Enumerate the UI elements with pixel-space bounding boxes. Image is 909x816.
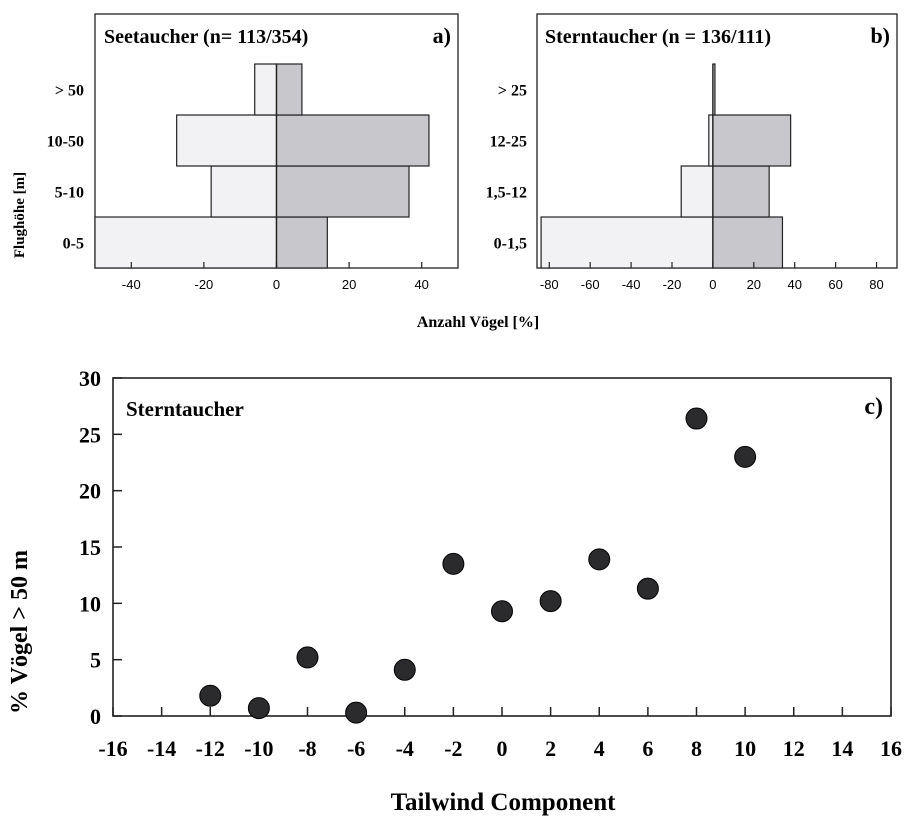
b-category-label: 12-25	[490, 134, 527, 151]
b-x-tick-label: 0	[709, 277, 716, 292]
c-x-tick-label: 0	[497, 736, 508, 761]
panel-c-y-axis-label: % Vögel > 50 m	[7, 550, 33, 714]
c-data-point	[345, 701, 368, 724]
a-bar-right-1	[275, 165, 410, 218]
c-x-tick-label: -16	[98, 736, 127, 761]
a-bar-left-3	[254, 63, 278, 116]
b-x-tick-label: -80	[540, 277, 559, 292]
b-x-tick-label: 80	[869, 277, 883, 292]
c-data-point	[491, 600, 513, 623]
c-x-tick-label: 16	[880, 736, 902, 761]
a-x-tick-label: -20	[195, 277, 214, 292]
c-x-tick-label: 12	[783, 736, 805, 761]
b-x-tick-label: -60	[581, 277, 600, 292]
b-bar-right-0	[712, 216, 784, 269]
panel-c-label: c)	[864, 394, 883, 420]
c-y-tick-label: 30	[79, 366, 101, 391]
a-category-label: 0-5	[63, 236, 84, 253]
panel-b-sterntaucher: -80 -60 -40 -20 0 20 40 60 80 0-1,5 1,5-12 12-25 > …	[486, 13, 898, 292]
b-x-tick-label: -20	[663, 277, 682, 292]
c-x-tick-label: 10	[734, 736, 756, 761]
c-y-tick-label: 10	[79, 591, 101, 616]
a-category-label: > 50	[55, 83, 84, 100]
panel-c-title: Sterntaucher	[126, 397, 244, 421]
c-y-tick-label: 25	[79, 422, 101, 447]
panel-a-title: Seetaucher (n= 113/354)	[104, 26, 308, 48]
c-x-tick-label: -12	[196, 736, 225, 761]
b-x-tick-label: 40	[787, 277, 801, 292]
shared-y-axis-label: Flughöhe [m]	[12, 172, 28, 258]
a-x-tick-label: -40	[122, 277, 141, 292]
a-x-tick-label: 0	[273, 277, 280, 292]
a-category-label: 10-50	[47, 134, 84, 151]
c-x-tick-label: -6	[347, 736, 365, 761]
panel-a-seetaucher: -40 -20 0 20 40 0-5 5-10 10-50 > 50 Seetaucher …	[47, 13, 459, 292]
c-y-tick-label: 15	[79, 535, 101, 560]
b-category-label: 1,5-12	[486, 185, 527, 202]
panel-c-scatter: -16 -14 -12 -10 -8 -6 -4 -2 0 2 4 6 8 10 12 14 16 0 5 10 15 2…	[7, 366, 902, 816]
c-y-tick-label: 20	[79, 479, 101, 504]
c-x-tick-label: 4	[594, 736, 605, 761]
a-bar-left-2	[176, 114, 278, 167]
b-bar-left-1	[680, 165, 714, 218]
c-data-point	[393, 658, 416, 681]
a-x-tick-label: 40	[414, 277, 428, 292]
c-data-point	[296, 646, 319, 669]
c-data-point	[734, 445, 757, 468]
c-data-point	[199, 684, 222, 707]
panel-c-x-axis-label: Tailwind Component	[391, 789, 617, 816]
a-bar-right-2	[275, 114, 430, 167]
c-x-tick-label: -14	[147, 736, 176, 761]
a-bar-right-0	[275, 216, 328, 269]
c-y-tick-label: 5	[90, 648, 101, 673]
c-x-tick-label: -8	[298, 736, 316, 761]
b-x-tick-label: -40	[622, 277, 641, 292]
c-data-point	[588, 548, 611, 571]
c-data-point	[685, 407, 708, 430]
b-category-label: 0-1,5	[494, 236, 527, 253]
panel-b-label: b)	[870, 23, 890, 48]
panel-a-label: a)	[433, 23, 451, 48]
c-x-tick-label: -10	[244, 736, 273, 761]
b-bar-right-1	[712, 165, 770, 218]
c-x-tick-label: 14	[831, 736, 853, 761]
a-bar-left-0	[94, 216, 278, 269]
c-x-tick-label: 2	[545, 736, 556, 761]
a-x-tick-label: 20	[342, 277, 356, 292]
panel-b-title: Sterntaucher (n = 136/111)	[545, 26, 771, 48]
c-x-tick-label: -2	[444, 736, 462, 761]
b-x-tick-label: 60	[828, 277, 842, 292]
a-bar-left-1	[210, 165, 278, 218]
c-y-tick-label: 0	[90, 704, 101, 729]
c-data-point	[539, 590, 562, 613]
c-data-point	[442, 552, 465, 575]
c-data-point	[636, 577, 659, 600]
a-category-label: 5-10	[55, 185, 84, 202]
b-bar-left-0	[540, 216, 714, 269]
c-data-point	[247, 697, 270, 720]
c-x-tick-label: -4	[396, 736, 414, 761]
panel-c-frame	[112, 377, 892, 717]
a-bar-right-3	[275, 63, 303, 116]
b-x-tick-label: 20	[747, 277, 761, 292]
b-category-label: > 25	[498, 83, 527, 100]
c-x-tick-label: 6	[642, 736, 653, 761]
b-bar-right-2	[712, 114, 792, 167]
shared-x-axis-label: Anzahl Vögel [%]	[417, 314, 539, 331]
c-x-tick-label: 8	[691, 736, 702, 761]
